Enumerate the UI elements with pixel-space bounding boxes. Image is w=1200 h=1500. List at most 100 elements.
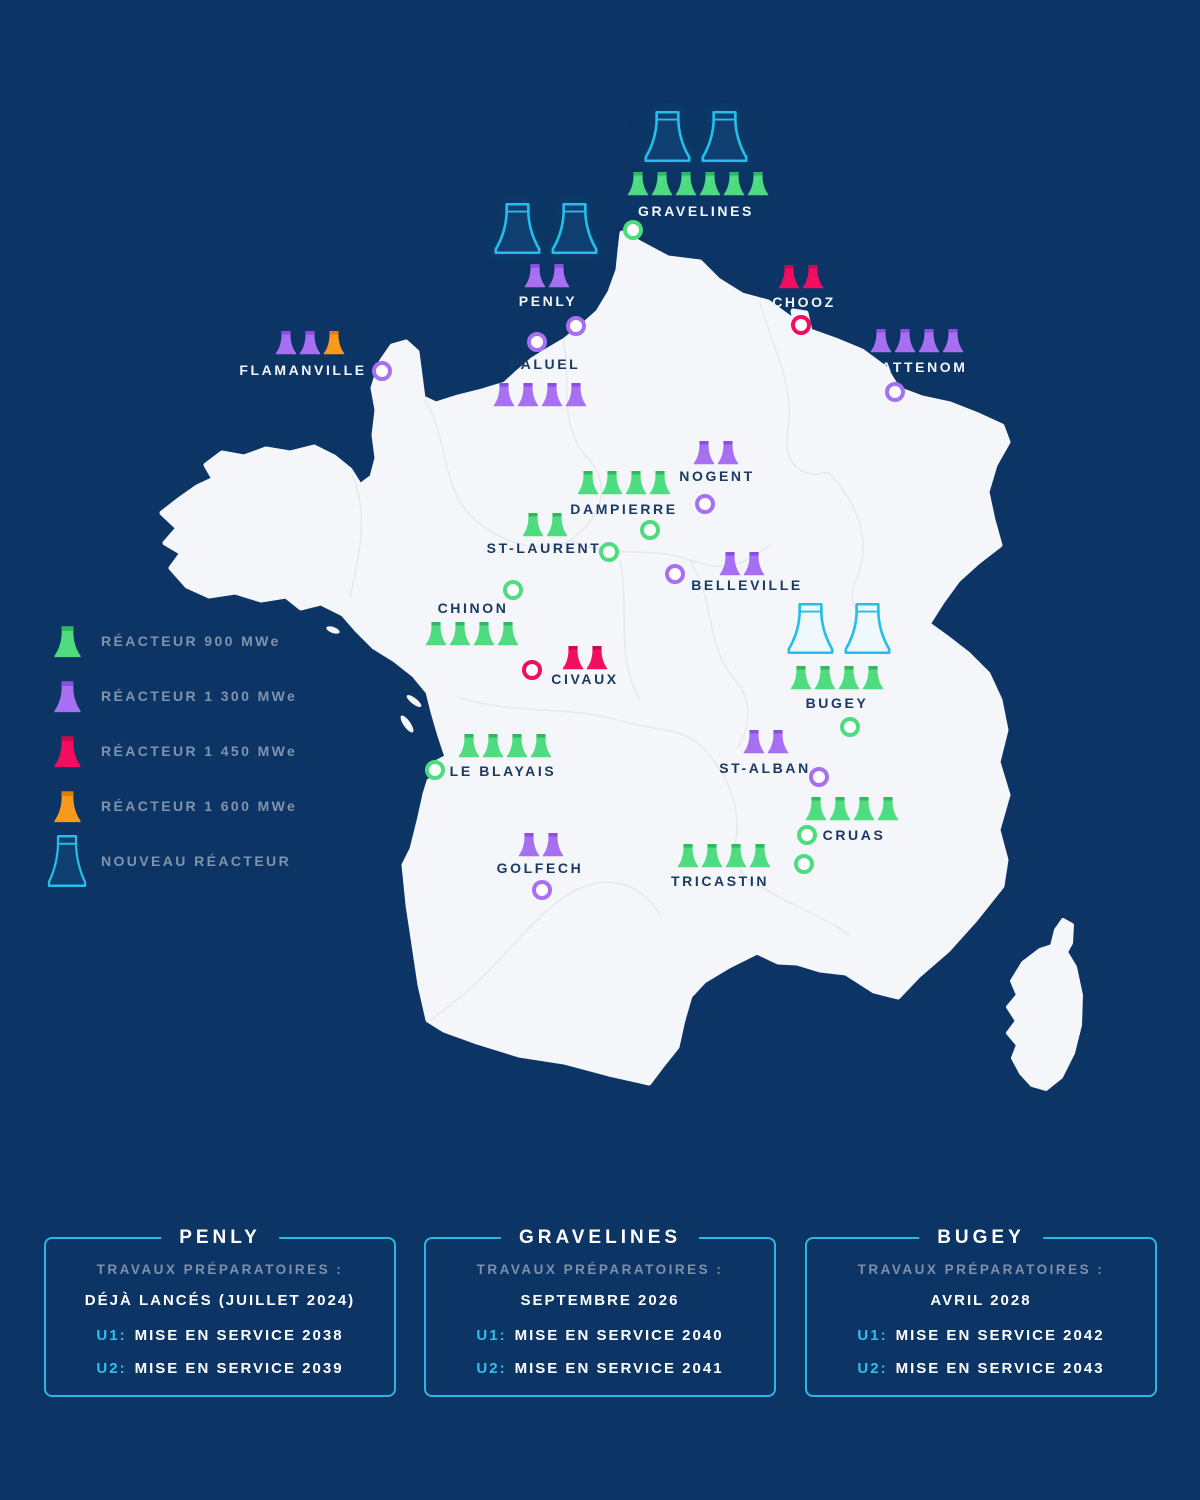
reactor-900-icon xyxy=(482,734,504,758)
legend-item-label: RÉACTEUR 1 300 MWe xyxy=(101,688,298,704)
site-marker-bugey xyxy=(840,717,860,737)
site-label-gravelines: GRAVELINES xyxy=(638,203,754,219)
reactor-1300-icon xyxy=(693,441,715,465)
legend-item-1300: RÉACTEUR 1 300 MWe xyxy=(46,668,297,724)
site-label-tricastin: TRICASTIN xyxy=(670,873,770,889)
reactor-900-icon xyxy=(699,172,721,196)
reactor-900-icon xyxy=(425,622,447,646)
site-marker-dampierre xyxy=(640,520,660,540)
site-marker-paluel xyxy=(527,332,547,352)
site-marker-gravelines xyxy=(623,220,643,240)
reactor-1300-icon xyxy=(717,441,739,465)
site-marker-nogent xyxy=(695,494,715,514)
reactor-900-icon xyxy=(829,797,851,821)
unit1-label: U1: xyxy=(96,1327,127,1344)
reactor-900-icon xyxy=(651,172,673,196)
info-box-unit1-line: U1: MISE EN SERVICE 2038 xyxy=(96,1328,343,1344)
reactor-1450-icon xyxy=(586,646,608,670)
site-marker-flamanville xyxy=(372,361,392,381)
reactor-1450-icon xyxy=(778,265,800,289)
reactor-1450-icon xyxy=(802,265,824,289)
site-tricastin-towers xyxy=(677,843,771,868)
site-label-cruas: CRUAS xyxy=(822,827,886,843)
info-box-unit2-line: U2: MISE EN SERVICE 2041 xyxy=(476,1361,723,1377)
info-box-bugey: BUGEY TRAVAUX PRÉPARATOIRES : AVRIL 2028… xyxy=(805,1227,1157,1397)
site-chinon-towers xyxy=(425,621,519,646)
info-box-subtitle: TRAVAUX PRÉPARATOIRES : xyxy=(857,1262,1105,1277)
info-box-unit2-line: U2: MISE EN SERVICE 2043 xyxy=(857,1361,1104,1377)
info-box-unit2-line: U2: MISE EN SERVICE 2039 xyxy=(96,1361,343,1377)
reactor-1300-icon xyxy=(524,264,546,288)
legend-item-label: RÉACTEUR 1 600 MWe xyxy=(101,798,298,814)
reactor-900-icon xyxy=(522,513,544,537)
site-bugey-towers-1 xyxy=(787,602,892,655)
site-label-chooz: CHOOZ xyxy=(772,294,836,310)
new-reactor-icon xyxy=(644,110,691,163)
site-label-flamanville: FLAMANVILLE xyxy=(239,362,367,378)
site-label-golfech: GOLFECH xyxy=(496,860,584,876)
new-reactor-icon xyxy=(787,602,834,655)
site-penly-towers-1 xyxy=(494,202,599,255)
reactor-1600-icon xyxy=(323,331,345,355)
unit2-text: MISE EN SERVICE 2041 xyxy=(514,1360,724,1377)
site-label-bugey: BUGEY xyxy=(805,695,869,711)
reactor-1300-icon xyxy=(299,331,321,355)
site-marker-tricastin xyxy=(794,854,814,874)
unit1-label: U1: xyxy=(857,1327,888,1344)
unit1-label: U1: xyxy=(476,1327,507,1344)
reactor-1300-icon xyxy=(743,730,765,754)
reactor-900-icon xyxy=(577,471,599,495)
info-box-start-date: AVRIL 2028 xyxy=(930,1292,1032,1309)
site-marker-belleville xyxy=(665,564,685,584)
reactor-900-icon xyxy=(497,622,519,646)
legend-item-label: NOUVEAU RÉACTEUR xyxy=(101,853,292,869)
site-label-penly: PENLY xyxy=(518,293,578,309)
legend-icon-wrap xyxy=(46,625,88,658)
site-cruas-towers xyxy=(805,796,899,821)
unit1-text: MISE EN SERVICE 2042 xyxy=(895,1327,1105,1344)
reactor-1300-icon xyxy=(918,329,940,353)
info-box-title: BUGEY xyxy=(919,1227,1043,1249)
reactor-1300-icon xyxy=(548,264,570,288)
site-label-le-blayais: LE BLAYAIS xyxy=(449,763,557,779)
reactor-900-icon xyxy=(790,666,812,690)
site-label-st-laurent: ST-LAURENT xyxy=(486,540,602,556)
coastal-islands xyxy=(326,626,422,733)
site-gravelines-towers-2 xyxy=(627,171,769,196)
reactor-1300-icon xyxy=(767,730,789,754)
reactor-1300-icon xyxy=(894,329,916,353)
unit2-label: U2: xyxy=(476,1360,507,1377)
site-belleville-towers xyxy=(719,551,765,576)
reactor-900-icon xyxy=(449,622,471,646)
reactor-900-icon xyxy=(627,172,649,196)
legend-item-900: RÉACTEUR 900 MWe xyxy=(46,613,281,669)
site-label-dampierre: DAMPIERRE xyxy=(570,501,678,517)
reactor-900-icon xyxy=(723,172,745,196)
site-penly-towers-2 xyxy=(524,263,570,288)
reactor-900-icon xyxy=(838,666,860,690)
site-cattenom-towers xyxy=(870,328,964,353)
reactor-900-icon xyxy=(53,625,81,657)
legend-icon-wrap xyxy=(46,790,88,823)
site-marker-cattenom xyxy=(885,382,905,402)
info-box-subtitle: TRAVAUX PRÉPARATOIRES : xyxy=(96,1262,344,1277)
reactor-900-icon xyxy=(805,797,827,821)
site-label-cattenom: CATTENOM xyxy=(868,359,968,375)
unit2-label: U2: xyxy=(96,1360,127,1377)
site-gravelines-towers-1 xyxy=(644,110,749,163)
unit1-text: MISE EN SERVICE 2038 xyxy=(134,1327,344,1344)
site-marker-civaux xyxy=(522,660,542,680)
reactor-900-icon xyxy=(625,471,647,495)
site-marker-st-laurent xyxy=(599,542,619,562)
site-marker-cruas xyxy=(797,825,817,845)
new-reactor-icon xyxy=(551,202,598,255)
legend-item-new: NOUVEAU RÉACTEUR xyxy=(46,833,291,889)
legend-icon-wrap xyxy=(46,735,88,768)
reactor-900-icon xyxy=(473,622,495,646)
new-reactor-icon xyxy=(494,202,541,255)
corsica xyxy=(1006,918,1083,1091)
new-reactor-icon xyxy=(47,834,87,888)
site-nogent-towers xyxy=(693,440,739,465)
site-marker-chooz xyxy=(791,315,811,335)
